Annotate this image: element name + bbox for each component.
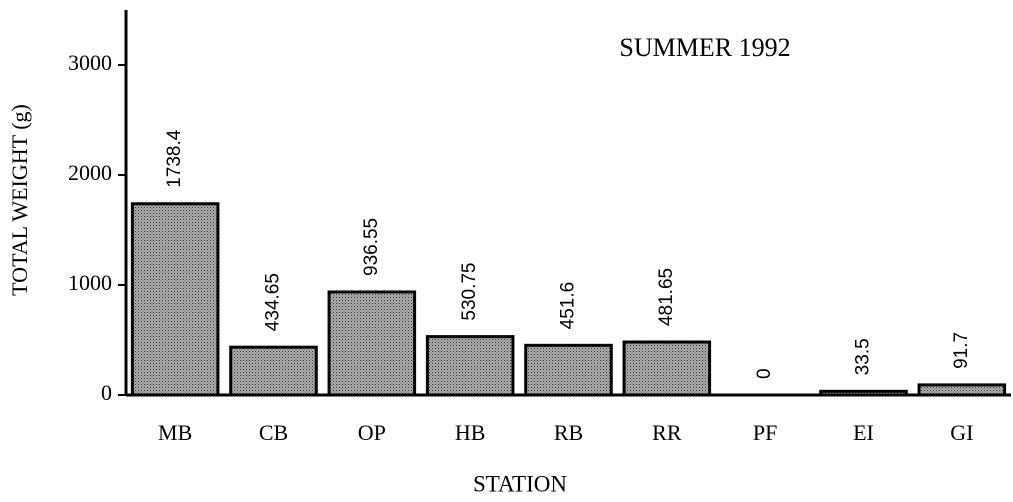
x-tick-label: RB	[554, 420, 583, 445]
bar	[130, 202, 220, 397]
x-tick-label: MB	[158, 420, 192, 445]
value-label: 451.6	[558, 282, 579, 330]
y-tick-label: 3000	[68, 50, 112, 75]
value-label: 481.65	[656, 268, 677, 326]
bar	[524, 343, 613, 397]
x-tick-label: GI	[950, 420, 973, 445]
bar	[229, 345, 318, 397]
x-tick-label: HB	[455, 420, 486, 445]
x-tick-label: EI	[853, 420, 874, 445]
value-label: 1738.4	[164, 129, 185, 188]
x-tick-label: RR	[652, 420, 682, 445]
value-label: 434.65	[263, 273, 284, 331]
y-tick-label: 2000	[68, 160, 112, 185]
y-tick-label: 0	[101, 380, 112, 405]
y-axis-label: TOTAL WEIGHT (g)	[7, 104, 32, 296]
value-label: 33.5	[853, 338, 874, 375]
bar	[819, 389, 908, 397]
chart-title: SUMMER 1992	[619, 33, 790, 62]
x-tick-label: PF	[753, 420, 777, 445]
value-label: 91.7	[951, 332, 972, 369]
bar	[622, 340, 712, 397]
x-axis-label: STATION	[473, 471, 567, 496]
bar	[425, 335, 515, 397]
value-label: 936.55	[361, 218, 382, 276]
bar	[917, 383, 1007, 397]
x-tick-label: CB	[259, 420, 288, 445]
x-tick-label: OP	[358, 420, 386, 445]
y-tick-label: 1000	[68, 270, 112, 295]
value-label: 0	[754, 368, 775, 379]
bar	[327, 290, 417, 397]
value-label: 530.75	[459, 262, 480, 320]
